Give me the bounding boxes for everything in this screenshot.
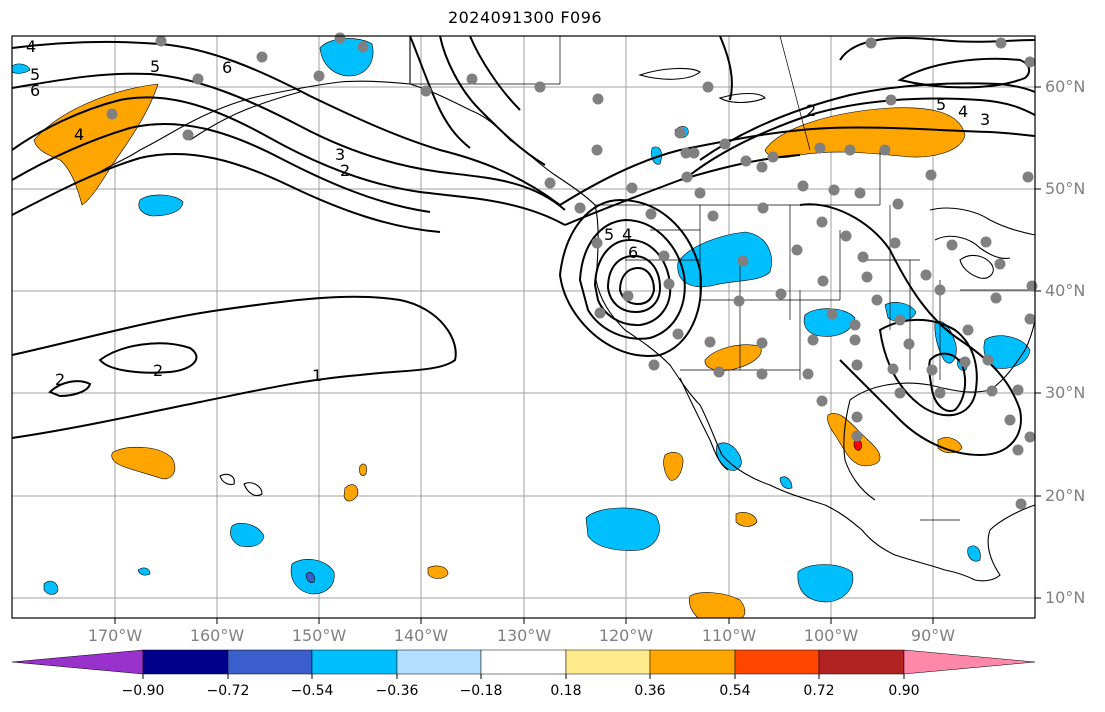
colorbar-tick-label: −0.72 xyxy=(206,683,250,699)
lon-label: 110°W xyxy=(701,626,757,645)
colorbar-segment xyxy=(142,649,229,675)
contour-label: 4 xyxy=(622,225,632,244)
contour-label: 6 xyxy=(222,58,232,77)
shade-positive-pacific-e xyxy=(735,512,758,527)
colorbar-segment xyxy=(227,649,313,675)
colorbar-tick-label: −0.18 xyxy=(459,683,503,699)
colorbar xyxy=(11,649,1036,679)
lon-label: 150°W xyxy=(291,626,347,645)
shade-negative-strong xyxy=(305,572,315,583)
map-panel: 4 5 6 6 5 4 3 2 2 2 1 4 5 6 5 4 3 2 xyxy=(11,32,1041,624)
shade-positive-pacific-c xyxy=(359,463,367,476)
contour-label: 6 xyxy=(30,81,40,100)
shade-positive-southwest xyxy=(704,344,762,371)
colorbar-segment xyxy=(818,649,905,675)
colorbar-segment xyxy=(565,649,651,675)
lon-label: 130°W xyxy=(496,626,552,645)
contour-label: 5 xyxy=(150,57,160,76)
contour-label: 5 xyxy=(604,225,614,244)
map-title: 2024091300 F096 xyxy=(447,8,603,27)
lat-label: 30°N xyxy=(1045,383,1086,402)
colorbar-extend-low xyxy=(11,649,144,675)
contour-label: 2 xyxy=(806,101,816,120)
contour-label: 2 xyxy=(340,161,350,180)
colorbar-tick-label: 0.54 xyxy=(719,683,751,699)
colorbar-extend-high xyxy=(903,649,1036,675)
lat-label: 20°N xyxy=(1045,486,1086,505)
station-markers xyxy=(106,32,1038,510)
colorbar-segment xyxy=(311,649,398,675)
contour-label: 2 xyxy=(153,361,163,380)
shade-negative-pacific-7 xyxy=(779,476,793,489)
colorbar-segment xyxy=(649,649,736,675)
shade-positive-pacific-g xyxy=(688,592,746,619)
shade-negative-pacific-1 xyxy=(230,523,265,547)
lon-label: 120°W xyxy=(598,626,654,645)
lat-label: 10°N xyxy=(1045,588,1086,607)
shade-positive-pacific-b xyxy=(343,484,359,502)
lat-label: 40°N xyxy=(1045,281,1086,300)
shade-negative-pacific-3 xyxy=(585,507,660,551)
shade-negative-plains-a xyxy=(803,308,856,337)
lon-label: 100°W xyxy=(803,626,859,645)
lon-label: 90°W xyxy=(910,626,956,645)
colorbar-tick-label: −0.36 xyxy=(375,683,419,699)
lon-label: 160°W xyxy=(189,626,245,645)
contour-labels: 4 5 6 6 5 4 3 2 2 2 1 4 5 6 5 4 3 2 xyxy=(26,37,990,389)
colorbar-segment xyxy=(396,649,482,675)
colorbar-tick-label: 0.36 xyxy=(634,683,666,699)
contour-label: 4 xyxy=(958,102,968,121)
shade-negative-pacific-5 xyxy=(43,580,59,595)
lat-label: 50°N xyxy=(1045,179,1086,198)
contour-label: 3 xyxy=(980,110,990,129)
contour-label: 5 xyxy=(936,95,946,114)
shade-positive-aleutian xyxy=(33,83,159,206)
contour-label: 5 xyxy=(30,65,40,84)
lon-label: 170°W xyxy=(87,626,143,645)
colorbar-tick-label: 0.72 xyxy=(803,683,835,699)
contour-lines xyxy=(11,35,1036,457)
colorbar-segment xyxy=(480,649,567,675)
colorbar-tick-label: −0.90 xyxy=(121,683,165,699)
shade-negative-gulf-of-alaska xyxy=(11,63,31,74)
shade-negative-central-am xyxy=(967,545,981,562)
colorbar-tick-label: 0.90 xyxy=(888,683,920,699)
colorbar-segment xyxy=(734,649,820,675)
lon-label: 140°W xyxy=(393,626,449,645)
shade-negative-bc-b xyxy=(651,146,662,165)
shade-negative-pacific-north xyxy=(138,194,184,217)
shade-positive-pacific-d xyxy=(663,452,684,481)
political-borders xyxy=(410,35,1035,521)
shaded-negative-regions xyxy=(11,38,1031,603)
shade-positive-pacific-a xyxy=(111,446,176,480)
contour-label: 4 xyxy=(74,125,84,144)
graticule xyxy=(12,36,1035,618)
colorbar-tick-label: −0.54 xyxy=(290,683,334,699)
lat-label: 60°N xyxy=(1045,77,1086,96)
shade-negative-plains-b xyxy=(884,302,917,322)
contour-label: 3 xyxy=(335,145,345,164)
colorbar-tick-label: 0.18 xyxy=(550,683,582,699)
shade-negative-pacific-4 xyxy=(797,564,854,603)
tick-marks xyxy=(114,86,1041,624)
contour-label: 6 xyxy=(628,243,638,262)
shade-negative-pacific-6 xyxy=(137,567,151,576)
shade-positive-pacific-f xyxy=(427,565,449,579)
contour-label: 4 xyxy=(26,37,36,56)
contour-label: 2 xyxy=(55,370,65,389)
contour-label: 1 xyxy=(312,366,322,385)
